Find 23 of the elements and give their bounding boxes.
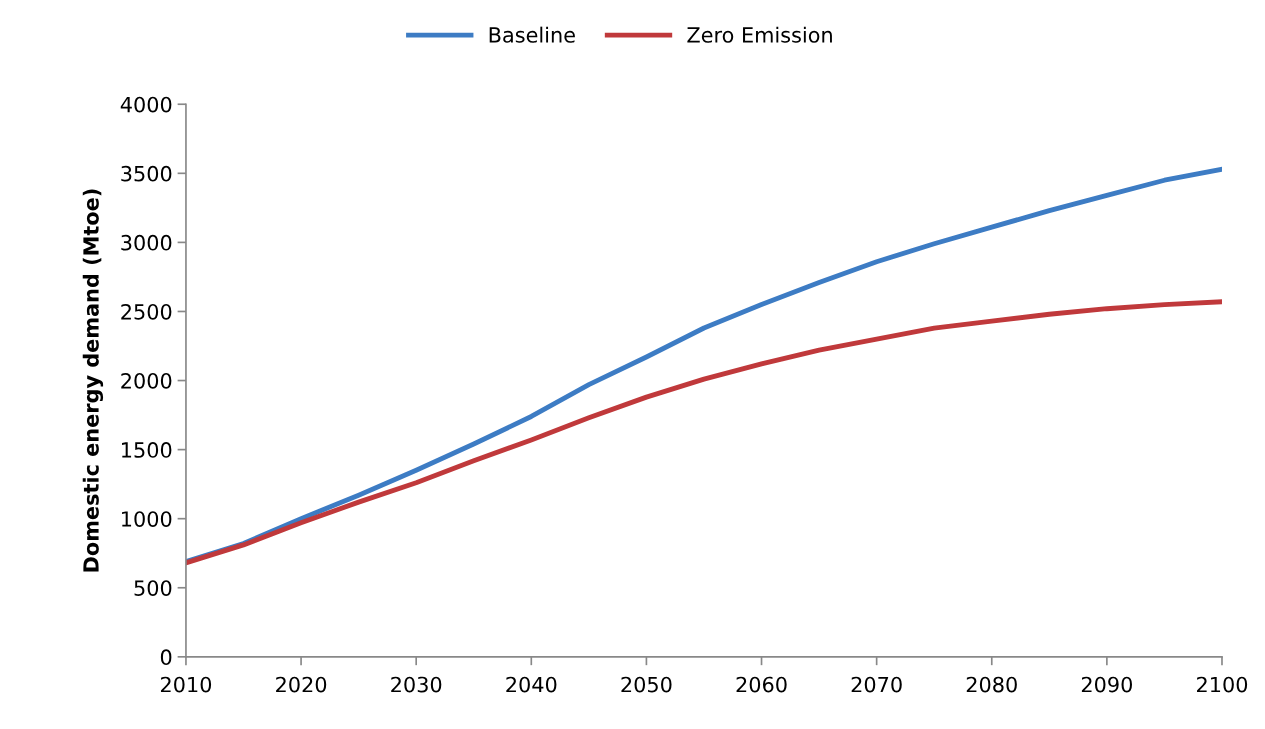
y-tick-label: 2000 <box>121 372 172 389</box>
x-tick-label: 2020 <box>276 676 327 693</box>
line-series <box>185 299 1222 566</box>
y-axis-title: Domestic energy demand (Mtoe) <box>82 189 104 572</box>
y-tick-label: 2500 <box>121 303 172 320</box>
y-tick-label: 4000 <box>120 96 172 113</box>
x-tick-label: 2060 <box>736 676 787 693</box>
y-tick-label: 0 <box>160 649 172 666</box>
y-tick-label: 3000 <box>121 234 172 251</box>
y-tick-label: 1500 <box>122 442 172 458</box>
x-tick-label: 2100 <box>1197 676 1248 693</box>
x-tick-label: 2090 <box>1081 676 1132 693</box>
legend-label: Baseline <box>489 26 575 43</box>
x-tick-label: 2040 <box>506 676 557 693</box>
y-tick-label: 1000 <box>122 511 172 527</box>
legend-label: Zero Emission <box>687 26 832 43</box>
y-tick-label: 500 <box>134 580 172 596</box>
x-tick-label: 2070 <box>851 676 902 693</box>
y-tick-label: 3500 <box>121 165 172 182</box>
x-tick-label: 2080 <box>966 676 1017 693</box>
x-tick-label: 2010 <box>160 676 212 693</box>
x-tick-label: 2050 <box>621 676 672 693</box>
x-tick-label: 2030 <box>391 676 442 693</box>
